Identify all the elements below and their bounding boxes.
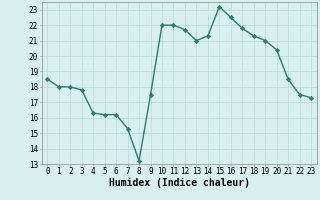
X-axis label: Humidex (Indice chaleur): Humidex (Indice chaleur) [109, 178, 250, 188]
